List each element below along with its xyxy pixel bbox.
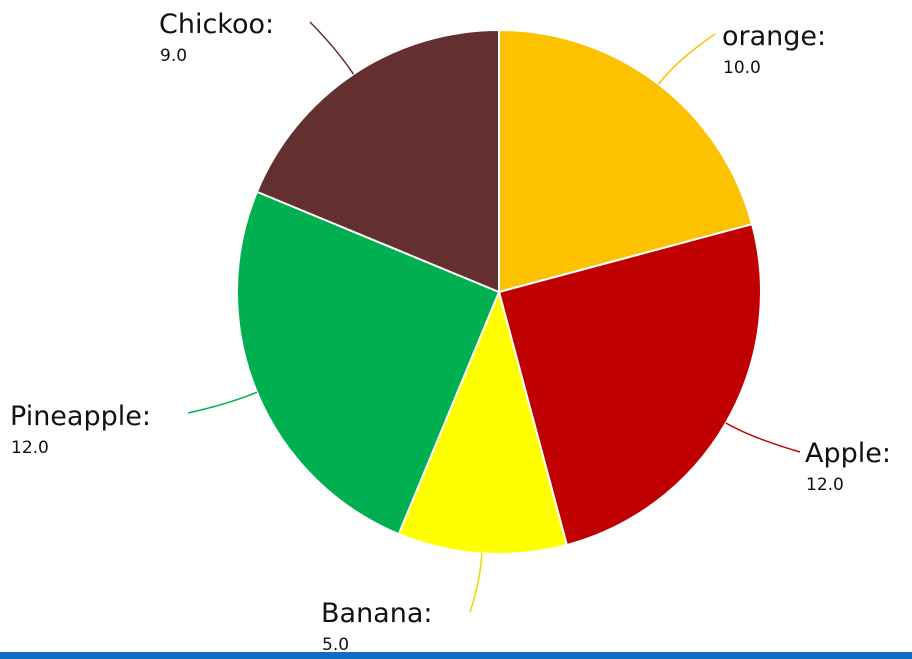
slice-label-pineapple: Pineapple: (10, 401, 151, 432)
slice-value-apple: 12.0 (806, 475, 844, 495)
pie-slice-banana (397, 288, 569, 555)
slice-value-orange: 10.0 (723, 58, 761, 78)
pie-slice-apple (497, 222, 762, 547)
leader-line-chickoo (309, 21, 355, 75)
slice-value-chickoo: 9.0 (160, 46, 187, 66)
leader-line-apple (725, 422, 801, 453)
pie-slice-orange (498, 28, 754, 294)
slice-value-banana: 5.0 (322, 635, 349, 655)
slice-label-orange: orange: (722, 21, 826, 52)
slice-label-chickoo: Chickoo: (159, 9, 274, 40)
slice-labels: orange: 10.0 Apple: 12.0 Banana: 5.0 Pineapple… (10, 9, 891, 655)
leader-lines (187, 21, 801, 613)
pie-slice-pineapple (236, 190, 501, 536)
pie-slice-chickoo (255, 28, 500, 294)
leader-line-pineapple (187, 391, 258, 414)
slice-label-apple: Apple: (805, 438, 891, 469)
leader-line-orange (657, 33, 716, 85)
leader-line-banana (469, 553, 483, 613)
slice-label-banana: Banana: (321, 598, 432, 629)
slice-value-pineapple: 12.0 (11, 438, 49, 458)
bottom-bar (0, 652, 912, 659)
pie-slices (236, 28, 762, 555)
